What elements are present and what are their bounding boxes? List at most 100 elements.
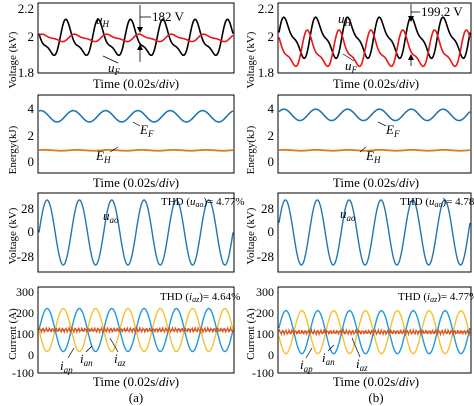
label-leader	[359, 146, 367, 153]
ylabel: Current (A)	[7, 308, 19, 360]
arrowhead	[408, 54, 414, 60]
ytick-label: 300	[256, 285, 274, 299]
label-leader	[109, 146, 119, 153]
ytick-label: 4	[28, 101, 35, 116]
series-line-u-f	[38, 18, 234, 57]
xlabel: Time (0.02s/div)	[333, 374, 419, 389]
series-label-i-ap: iap	[300, 357, 313, 374]
arrowhead	[137, 44, 143, 50]
ytick-label: 1.8	[18, 65, 34, 80]
ytick-label: 4	[268, 101, 275, 116]
series-line-e-f	[278, 108, 471, 122]
ytick-label: 0	[268, 224, 275, 239]
panel-a-output-voltage: Voltage (kV) 28 0 -28 THD (uao)= 4.77% u…	[7, 192, 245, 273]
arrowhead	[408, 16, 414, 22]
series-label-e-f: EF	[139, 122, 154, 139]
series-label-i-az: iaz	[114, 351, 126, 368]
ytick-label: 0	[28, 348, 34, 362]
ytick-label: 300	[16, 285, 34, 299]
series-label-u-h: uH	[338, 11, 352, 28]
ytick-label: 0	[268, 154, 275, 169]
ytick-label: 1.8	[258, 65, 274, 80]
panel-a-energy: Energy(kJ) 4 2 0 EF EH Time (0.02s/div)	[7, 94, 235, 190]
label-leader	[102, 55, 119, 64]
annotation-text: THD (iaz)= 4.64%	[160, 291, 240, 304]
ytick-label: 2.2	[18, 1, 34, 16]
ytick-label: -28	[257, 249, 274, 264]
panel-b-current: Current (A) 300 200 100 0 -100 THD (iaz)…	[245, 285, 474, 389]
series-label-e-f: EF	[385, 122, 400, 139]
xlabel: Time (0.02s/div)	[333, 175, 419, 190]
ylabel: Voltage (kV)	[7, 207, 19, 264]
ytick-label: -28	[17, 249, 34, 264]
ylabel: Energy(kJ)	[7, 125, 19, 174]
xlabel: Time (0.02s/div)	[93, 76, 179, 91]
ytick-label: 0	[28, 154, 35, 169]
ylabel: Current (A)	[245, 308, 257, 360]
ytick-label: -100	[12, 366, 34, 380]
axes-box	[277, 2, 472, 74]
series-label-u-h: uH	[96, 12, 110, 29]
annotation-text: THD (uao)= 4.77%	[161, 196, 245, 209]
ytick-label: 2	[28, 29, 35, 44]
annotation-text: THD (uao)= 4.78%	[400, 196, 474, 209]
ytick-label: 2	[268, 128, 275, 143]
series-line-u-f	[278, 29, 471, 68]
ytick-label: 2.2	[258, 1, 274, 16]
axes-box	[37, 2, 235, 74]
axes-box	[37, 94, 235, 174]
panel-b-energy: Energy(kJ) 4 2 0 EF EH Time (0.02s/div)	[245, 94, 472, 190]
series-label-u-ao: uao	[340, 206, 356, 223]
series-line-i-az	[278, 327, 471, 337]
label-leader	[109, 337, 119, 353]
ytick-label: 0	[28, 224, 35, 239]
series-line-i-an	[278, 309, 471, 355]
xlabel: Time (0.02s/div)	[93, 374, 179, 389]
series-label-i-ap: iap	[60, 358, 73, 375]
series-line-u-ao	[38, 199, 234, 266]
ylabel: Voltage (kV)	[245, 31, 257, 88]
series-line-u-h	[278, 16, 471, 60]
series-line-e-h	[38, 148, 234, 152]
ylabel: Voltage (kV)	[7, 31, 19, 88]
series-label-i-an: ian	[322, 350, 335, 367]
label-leader	[327, 344, 335, 352]
axes-box	[277, 192, 472, 273]
series-line-e-f	[38, 109, 234, 123]
series-label-u-f: uF	[108, 60, 121, 77]
caption-a: (a)	[129, 390, 143, 405]
series-line-i-ap	[278, 309, 471, 355]
annotation-text: THD (iaz)= 4.77%	[398, 291, 474, 304]
ytick-label: 200	[256, 306, 274, 320]
caption-b: (b)	[368, 390, 383, 405]
ytick-label: 2	[268, 29, 275, 44]
label-leader	[132, 121, 141, 127]
label-leader	[85, 345, 93, 353]
series-line-u-ao	[278, 199, 471, 266]
series-line-i-az	[38, 325, 234, 335]
ytick-label: 200	[16, 306, 34, 320]
ytick-label: 0	[268, 348, 274, 362]
label-leader	[351, 337, 361, 358]
axes-box	[37, 192, 235, 273]
axes-box	[37, 286, 235, 374]
label-leader	[377, 121, 387, 127]
panel-b-output-voltage: Voltage (kV) 28 0 -28 THD (uao)= 4.78% u…	[245, 192, 474, 273]
panel-a-voltage: Voltage (kV) 2.2 2 1.8 182 V uH uF Time …	[7, 1, 235, 91]
series-label-i-az: iaz	[356, 356, 368, 373]
label-leader	[342, 53, 355, 62]
arrowhead	[137, 27, 143, 33]
series-line-e-h	[278, 148, 471, 152]
panel-b-voltage: Voltage (kV) 2.2 2 1.8 199.2 V uH uF Tim…	[245, 1, 472, 91]
panel-a-current: Current (A) 300 200 100 0 -100 THD (iaz)…	[7, 285, 240, 389]
ylabel: Energy(kJ)	[245, 125, 257, 174]
label-leader	[67, 347, 75, 359]
series-label-i-an: ian	[80, 351, 93, 368]
ylabel: Voltage (kV)	[245, 207, 257, 264]
axes-box	[277, 286, 472, 374]
ytick-label: 2	[28, 128, 35, 143]
axes-box	[277, 94, 472, 174]
xlabel: Time (0.02s/div)	[333, 76, 419, 91]
annotation-text: 199.2 V	[421, 4, 463, 19]
